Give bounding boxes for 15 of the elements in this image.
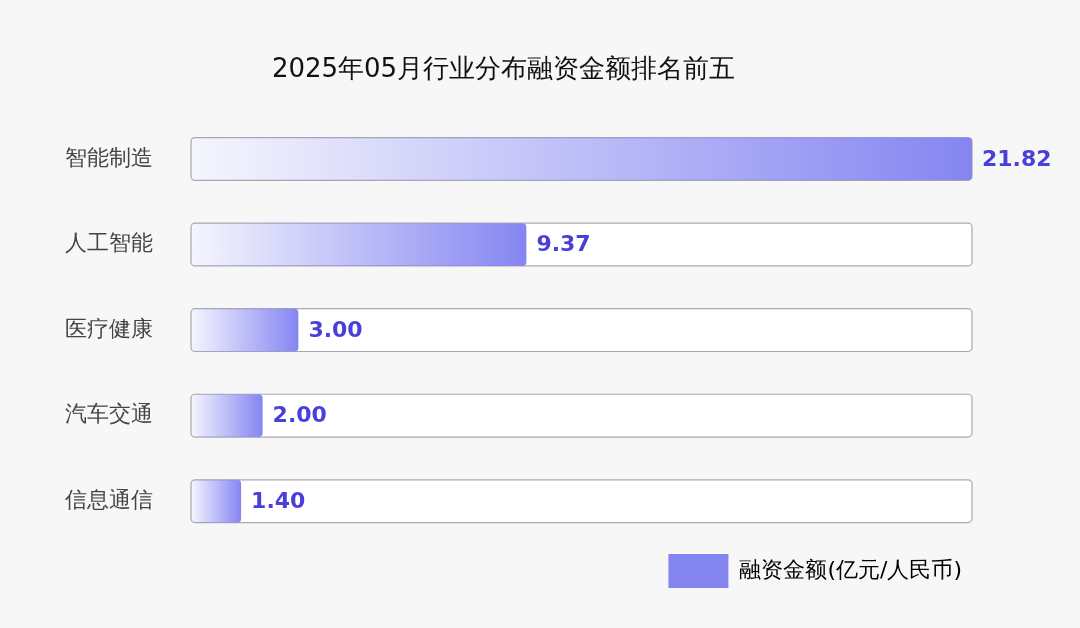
chart-title: 2025年05月行业分布融资金额排名前五 bbox=[271, 53, 736, 84]
data-label: 2.00 bbox=[272, 402, 327, 428]
y-tick-label: 人工智能 bbox=[65, 230, 153, 256]
data-label: 9.37 bbox=[536, 231, 591, 257]
data-label: 21.82 bbox=[982, 145, 1052, 171]
y-tick-label: 智能制造 bbox=[65, 144, 153, 170]
y-tick-label: 医疗健康 bbox=[65, 315, 153, 341]
bar bbox=[191, 394, 263, 438]
bar bbox=[191, 308, 299, 352]
y-tick-label: 信息通信 bbox=[65, 486, 153, 512]
bar bbox=[191, 479, 242, 523]
data-label: 1.40 bbox=[251, 487, 306, 513]
data-label: 3.00 bbox=[308, 316, 363, 342]
y-tick-label: 汽车交通 bbox=[65, 401, 153, 427]
legend-label: 融资金额(亿元/人民币) bbox=[739, 556, 962, 582]
